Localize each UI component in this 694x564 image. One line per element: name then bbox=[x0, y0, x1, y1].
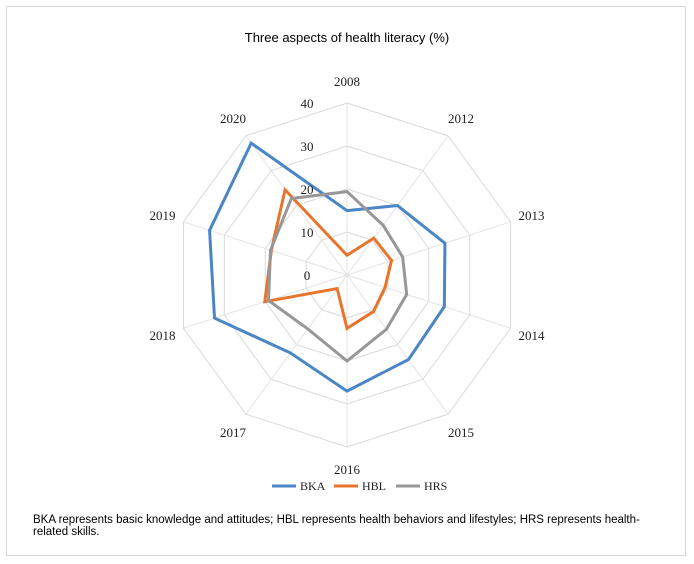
grid-spoke bbox=[346, 274, 449, 415]
tick-label: 10 bbox=[301, 225, 314, 240]
legend-label-hbl: HBL bbox=[362, 479, 386, 493]
axis-label-2012: 2012 bbox=[448, 111, 474, 126]
axis-label-2019: 2019 bbox=[149, 208, 175, 223]
axis-label-2015: 2015 bbox=[448, 425, 474, 440]
tick-label: 40 bbox=[301, 96, 314, 111]
legend-label-bka: BKA bbox=[300, 479, 326, 493]
grid-spoke bbox=[346, 274, 511, 329]
tick-label: 0 bbox=[304, 268, 311, 283]
figure-frame bbox=[6, 6, 686, 556]
axis-label-2014: 2014 bbox=[519, 328, 546, 343]
legend: BKA HBL HRS bbox=[272, 479, 447, 493]
grid-spoke bbox=[346, 221, 511, 276]
chart-title: Three aspects of health literacy (%) bbox=[244, 30, 450, 45]
grid-spoke bbox=[245, 274, 348, 415]
axis-label-2016: 2016 bbox=[334, 462, 361, 477]
axis-label-2013: 2013 bbox=[519, 208, 545, 223]
axis-label-2008: 2008 bbox=[334, 74, 360, 89]
grid-spoke bbox=[245, 135, 348, 276]
series-line-hbl bbox=[263, 186, 394, 331]
legend-label-hrs: HRS bbox=[424, 479, 447, 493]
figure-caption: BKA represents basic knowledge and attit… bbox=[33, 514, 640, 538]
radar-axis-labels: 2008 2012 2013 2014 2015 2016 2017 2018 2019 2020 bbox=[149, 74, 545, 477]
radar-series bbox=[208, 140, 447, 393]
series-line-bka bbox=[208, 140, 447, 393]
series-line-hrs bbox=[266, 190, 409, 363]
radar-tick-labels: 0 10 20 30 40 bbox=[301, 96, 314, 283]
radar-grid bbox=[182, 102, 512, 448]
tick-label: 30 bbox=[301, 139, 314, 154]
axis-label-2020: 2020 bbox=[220, 111, 246, 126]
axis-label-2017: 2017 bbox=[220, 425, 247, 440]
tick-label: 20 bbox=[301, 182, 314, 197]
axis-label-2018: 2018 bbox=[149, 328, 175, 343]
